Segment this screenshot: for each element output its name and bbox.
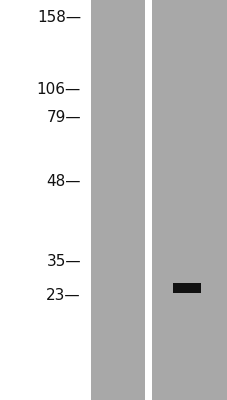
Bar (173, 283, 200, 293)
Text: 158—: 158— (37, 10, 81, 26)
Bar (91, 0, 227, 400)
Bar (145, 0, 151, 400)
Text: 79—: 79— (46, 110, 81, 126)
Text: 35—: 35— (46, 254, 81, 270)
Text: 106—: 106— (37, 82, 81, 98)
Text: 23—: 23— (46, 288, 81, 302)
Text: 48—: 48— (46, 174, 81, 190)
